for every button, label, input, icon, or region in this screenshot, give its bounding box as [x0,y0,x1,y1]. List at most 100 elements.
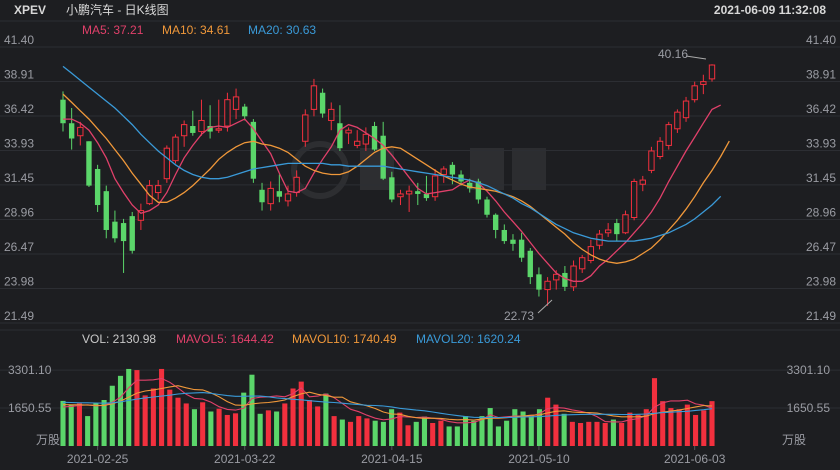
volume-bar[interactable] [167,389,173,446]
volume-bar[interactable] [512,409,518,446]
candle[interactable] [639,175,646,192]
volume-bar[interactable] [561,413,567,446]
candle[interactable] [518,232,525,262]
candle[interactable] [570,260,577,291]
candle[interactable] [215,99,222,133]
volume-bar[interactable] [364,418,370,446]
volume-bar[interactable] [241,392,247,446]
candle[interactable] [310,78,318,117]
volume-bar[interactable] [446,426,452,446]
volume-bar[interactable] [602,423,608,446]
volume-bar[interactable] [142,395,148,446]
candle[interactable] [622,210,629,235]
candle[interactable] [267,181,274,211]
candle[interactable] [232,88,240,120]
volume-bar[interactable] [594,421,600,446]
volume-bar[interactable] [701,410,707,446]
candle[interactable] [337,105,343,151]
volume-bar[interactable] [528,414,534,446]
volume-bar[interactable] [356,416,362,446]
candle[interactable] [198,99,205,136]
candle[interactable] [362,127,370,151]
candle[interactable] [665,121,672,150]
candle[interactable] [467,178,473,193]
candle[interactable] [259,182,265,211]
candle[interactable] [397,189,404,206]
volume-bar[interactable] [216,408,222,446]
volume-bar[interactable] [487,408,493,446]
volume-bar[interactable] [175,397,181,446]
candle[interactable] [682,96,690,122]
volume-bar[interactable] [389,409,395,446]
volume-bar[interactable] [709,401,715,446]
candle[interactable] [242,103,248,121]
volume-bar[interactable] [372,420,378,446]
volume-bar[interactable] [553,404,559,446]
volume-bar[interactable] [586,421,592,446]
volume-bar[interactable] [627,412,633,446]
candle[interactable] [276,174,283,203]
volume-bar[interactable] [126,368,132,446]
volume-bar[interactable] [668,408,674,446]
volume-bar[interactable] [150,388,156,447]
candle[interactable] [103,185,109,239]
candle[interactable] [284,185,292,207]
candle[interactable] [630,178,638,221]
volume-bar[interactable] [421,416,428,446]
volume-bar[interactable] [610,419,616,446]
candle[interactable] [544,277,551,306]
candle[interactable] [579,254,586,273]
volume-bar[interactable] [504,420,510,446]
candle[interactable] [354,130,361,149]
volume-bar[interactable] [265,410,271,446]
volume-bar[interactable] [249,374,255,446]
volume-bar[interactable] [347,421,354,446]
volume-bar[interactable] [578,423,584,446]
volume-bar[interactable] [380,421,386,446]
candle[interactable] [405,185,413,212]
volume-bar[interactable] [191,409,197,446]
candle[interactable] [60,91,66,132]
candle[interactable] [389,171,395,203]
candle[interactable] [708,64,716,82]
volume-bar[interactable] [331,416,337,446]
volume-bar[interactable] [224,414,230,446]
candle[interactable] [700,74,707,95]
candle[interactable] [137,203,145,230]
volume-bar[interactable] [339,419,345,446]
candle[interactable] [527,248,533,285]
volume-bar[interactable] [660,401,666,446]
volume-bar[interactable] [208,411,214,447]
candle[interactable] [163,145,171,183]
volume-bar[interactable] [60,400,66,446]
candle[interactable] [190,110,196,136]
volume-bar[interactable] [619,423,625,446]
candle[interactable] [86,141,92,188]
candle[interactable] [129,211,135,254]
candle[interactable] [380,121,386,181]
candle[interactable] [155,180,162,200]
candle[interactable] [207,105,213,139]
candle[interactable] [510,234,516,251]
volume-bar[interactable] [397,412,403,446]
candle[interactable] [302,109,309,147]
candle[interactable] [77,121,84,146]
candle[interactable] [345,127,352,145]
volume-bar[interactable] [676,409,682,446]
volume-bar[interactable] [413,421,419,446]
candlestick-series[interactable] [60,64,716,306]
volume-bar[interactable] [68,404,74,446]
volume-bar[interactable] [101,400,107,446]
candle[interactable] [371,121,378,151]
candle[interactable] [415,182,421,206]
candle[interactable] [440,166,447,183]
volume-bar[interactable] [405,425,411,446]
candle[interactable] [224,92,231,132]
candle[interactable] [648,146,655,174]
volume-bar[interactable] [323,393,329,446]
volume-bar[interactable] [643,409,649,446]
volume-bar[interactable] [569,421,575,446]
candle[interactable] [423,175,430,201]
candle[interactable] [536,267,542,297]
candle[interactable] [180,120,188,147]
